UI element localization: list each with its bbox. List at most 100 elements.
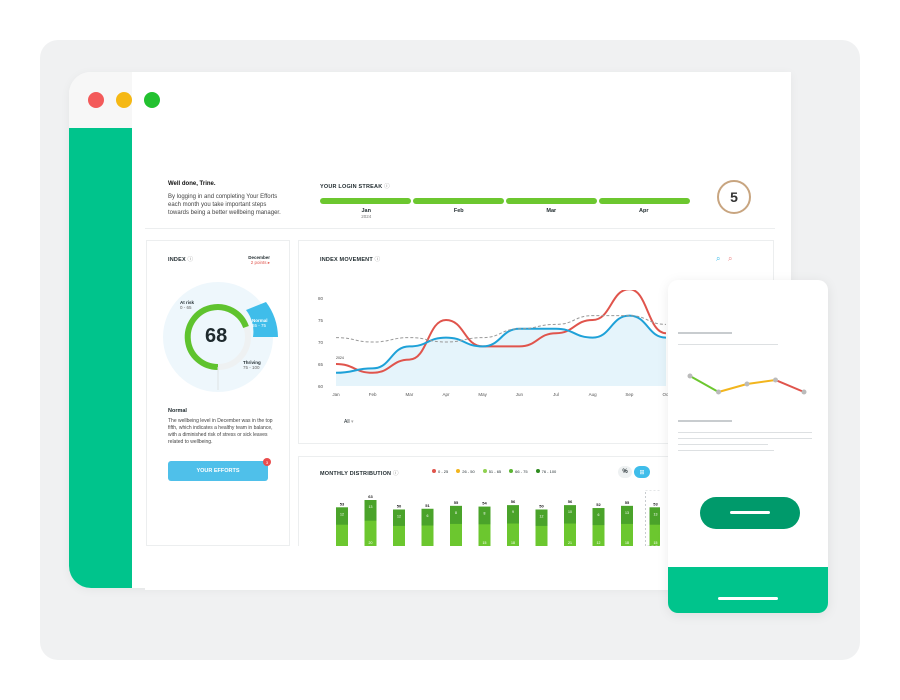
index-change: 2 points ▸ [250, 260, 270, 265]
bar-segment [507, 523, 519, 546]
info-icon[interactable]: ⓘ [187, 257, 194, 263]
bar-segment [364, 520, 377, 546]
series-line [335, 314, 667, 374]
bar-inner-label: 9 [512, 510, 514, 514]
y-tick-label: 75 [318, 318, 324, 323]
maximize-icon[interactable] [144, 92, 160, 108]
bar-highlight [645, 490, 660, 546]
x-tick-label: Mar [405, 392, 413, 397]
bar-segment [336, 524, 348, 546]
series-line [335, 315, 667, 343]
streak-title: YOUR LOGIN STREAK ⓘ [320, 184, 390, 190]
x-tick-label: Aug [589, 392, 598, 397]
x-tick-label: Jun [516, 392, 524, 397]
bar-segment [393, 525, 405, 546]
minimize-icon[interactable] [116, 92, 132, 108]
bar-segment [421, 525, 434, 546]
streak-badge: 5 [717, 180, 751, 214]
distribution-title: MONTHLY DISTRIBUTION ⓘ [320, 471, 399, 477]
bar-inner-label: 12 [340, 512, 344, 516]
bar-inner-label: 15 [654, 541, 658, 545]
divider [145, 228, 775, 229]
mobile-line-chart [687, 373, 807, 395]
bars-toggle[interactable]: ⊞ [634, 466, 650, 478]
login-streak: YOUR LOGIN STREAK ⓘ Jan 2024 Feb Mar Apr [320, 182, 690, 219]
welcome-block: Well done, Trine. By logging in and comp… [168, 180, 288, 217]
info-icon[interactable]: ⓘ [384, 184, 390, 190]
legend-item: 26 - 50 [456, 469, 475, 474]
bar-inner-label: 13 [654, 512, 658, 516]
filter-select[interactable]: All ▾ [344, 419, 354, 425]
zoom-in-icon[interactable]: ⌕ [716, 254, 721, 263]
streak-month: Mar [546, 208, 557, 214]
mobile-line-point [744, 381, 750, 387]
info-icon[interactable]: ⓘ [392, 471, 399, 477]
mobile-line-segment [718, 383, 748, 393]
bar-inner-label: 18 [511, 541, 515, 545]
y-tick-label: 70 [318, 340, 324, 345]
fade-mask [145, 546, 675, 590]
bar-inner-label: 6 [598, 513, 600, 517]
bar-segment [621, 523, 633, 546]
distribution-legend: 0 - 25 26 - 50 51 - 65 66 - 75 76 - 100 [432, 469, 556, 474]
bar-inner-label: 12 [597, 541, 601, 545]
x-tick-label: May [478, 392, 487, 397]
bar-segment [478, 524, 491, 546]
percent-toggle[interactable]: % [618, 466, 632, 478]
mobile-footer [668, 567, 828, 613]
bar-inner-label: 6 [427, 514, 429, 518]
bar-total-label: 50 [539, 503, 544, 508]
gauge-progress [184, 304, 249, 371]
bar-inner-label: 20 [369, 541, 373, 545]
bar-total-label: 63 [368, 494, 373, 499]
segment-normal: Normal 65 - 75 [252, 318, 268, 328]
chevron-down-icon: ▾ [350, 419, 354, 425]
welcome-text: By logging in and completing Your Effort… [168, 194, 281, 216]
bar-total-label: 55 [454, 500, 459, 505]
y-tick-label: 60 [318, 384, 324, 389]
info-icon[interactable]: ⓘ [374, 257, 381, 263]
streak-month: Apr [639, 208, 649, 214]
bar-inner-label: 8 [455, 511, 457, 515]
index-movement-chart: 60 65 70 75 80 Jan Feb Mar Apr May Jun Jul Aug Sep Oct [318, 290, 670, 397]
bar-segment [649, 524, 660, 546]
zoom-out-icon[interactable]: ⌕ [728, 254, 733, 263]
x-tick-label: Feb [369, 392, 377, 397]
bar-inner-label: 21 [568, 541, 572, 545]
bar-segment [535, 525, 548, 546]
notification-badge: 3 [263, 458, 271, 466]
mobile-line-point [801, 389, 807, 395]
bar-segment [564, 523, 576, 546]
index-period: December 2 points ▸ [240, 255, 270, 266]
bar-total-label: 56 [511, 499, 516, 504]
your-efforts-button[interactable]: YOUR EFFORTS [168, 461, 268, 481]
bar-total-label: 54 [482, 501, 487, 506]
x-tick-label: Sep [625, 392, 634, 397]
welcome-title: Well done, Trine. [168, 181, 216, 187]
monthly-distribution-chart: 53 12 63 13 20 50 12 51 6 55 8 54 8 15 56 9 18 50 12 56 10 21… [336, 490, 660, 546]
mobile-line-segment [746, 379, 776, 385]
streak-month: Jan 2024 [361, 208, 372, 219]
bar-inner-label: 13 [625, 511, 629, 515]
gauge-normal-segment [246, 302, 278, 337]
mobile-action-button[interactable] [700, 497, 800, 529]
y-tick-label: 65 [318, 362, 324, 367]
bar-total-label: 55 [625, 500, 630, 505]
bar-inner-label: 12 [540, 514, 544, 518]
bar-inner-label: 8 [484, 512, 486, 516]
bar-inner-label: 13 [369, 505, 373, 509]
series-line [335, 290, 667, 374]
close-icon[interactable] [88, 92, 104, 108]
x-tick-label: Jul [553, 392, 559, 397]
reference-label: 2024 [336, 356, 344, 360]
x-tick-label: Oct [662, 392, 670, 397]
bar-total-label: 52 [596, 502, 601, 507]
mobile-line-point [716, 389, 721, 395]
y-tick-label: 80 [318, 296, 324, 301]
window-controls [88, 92, 160, 108]
legend-item: 66 - 75 [509, 469, 528, 474]
bar-inner-label: 12 [397, 514, 401, 518]
mobile-preview [668, 280, 828, 613]
x-tick-label: Jan [332, 392, 340, 397]
bar-inner-label: 15 [483, 541, 487, 545]
